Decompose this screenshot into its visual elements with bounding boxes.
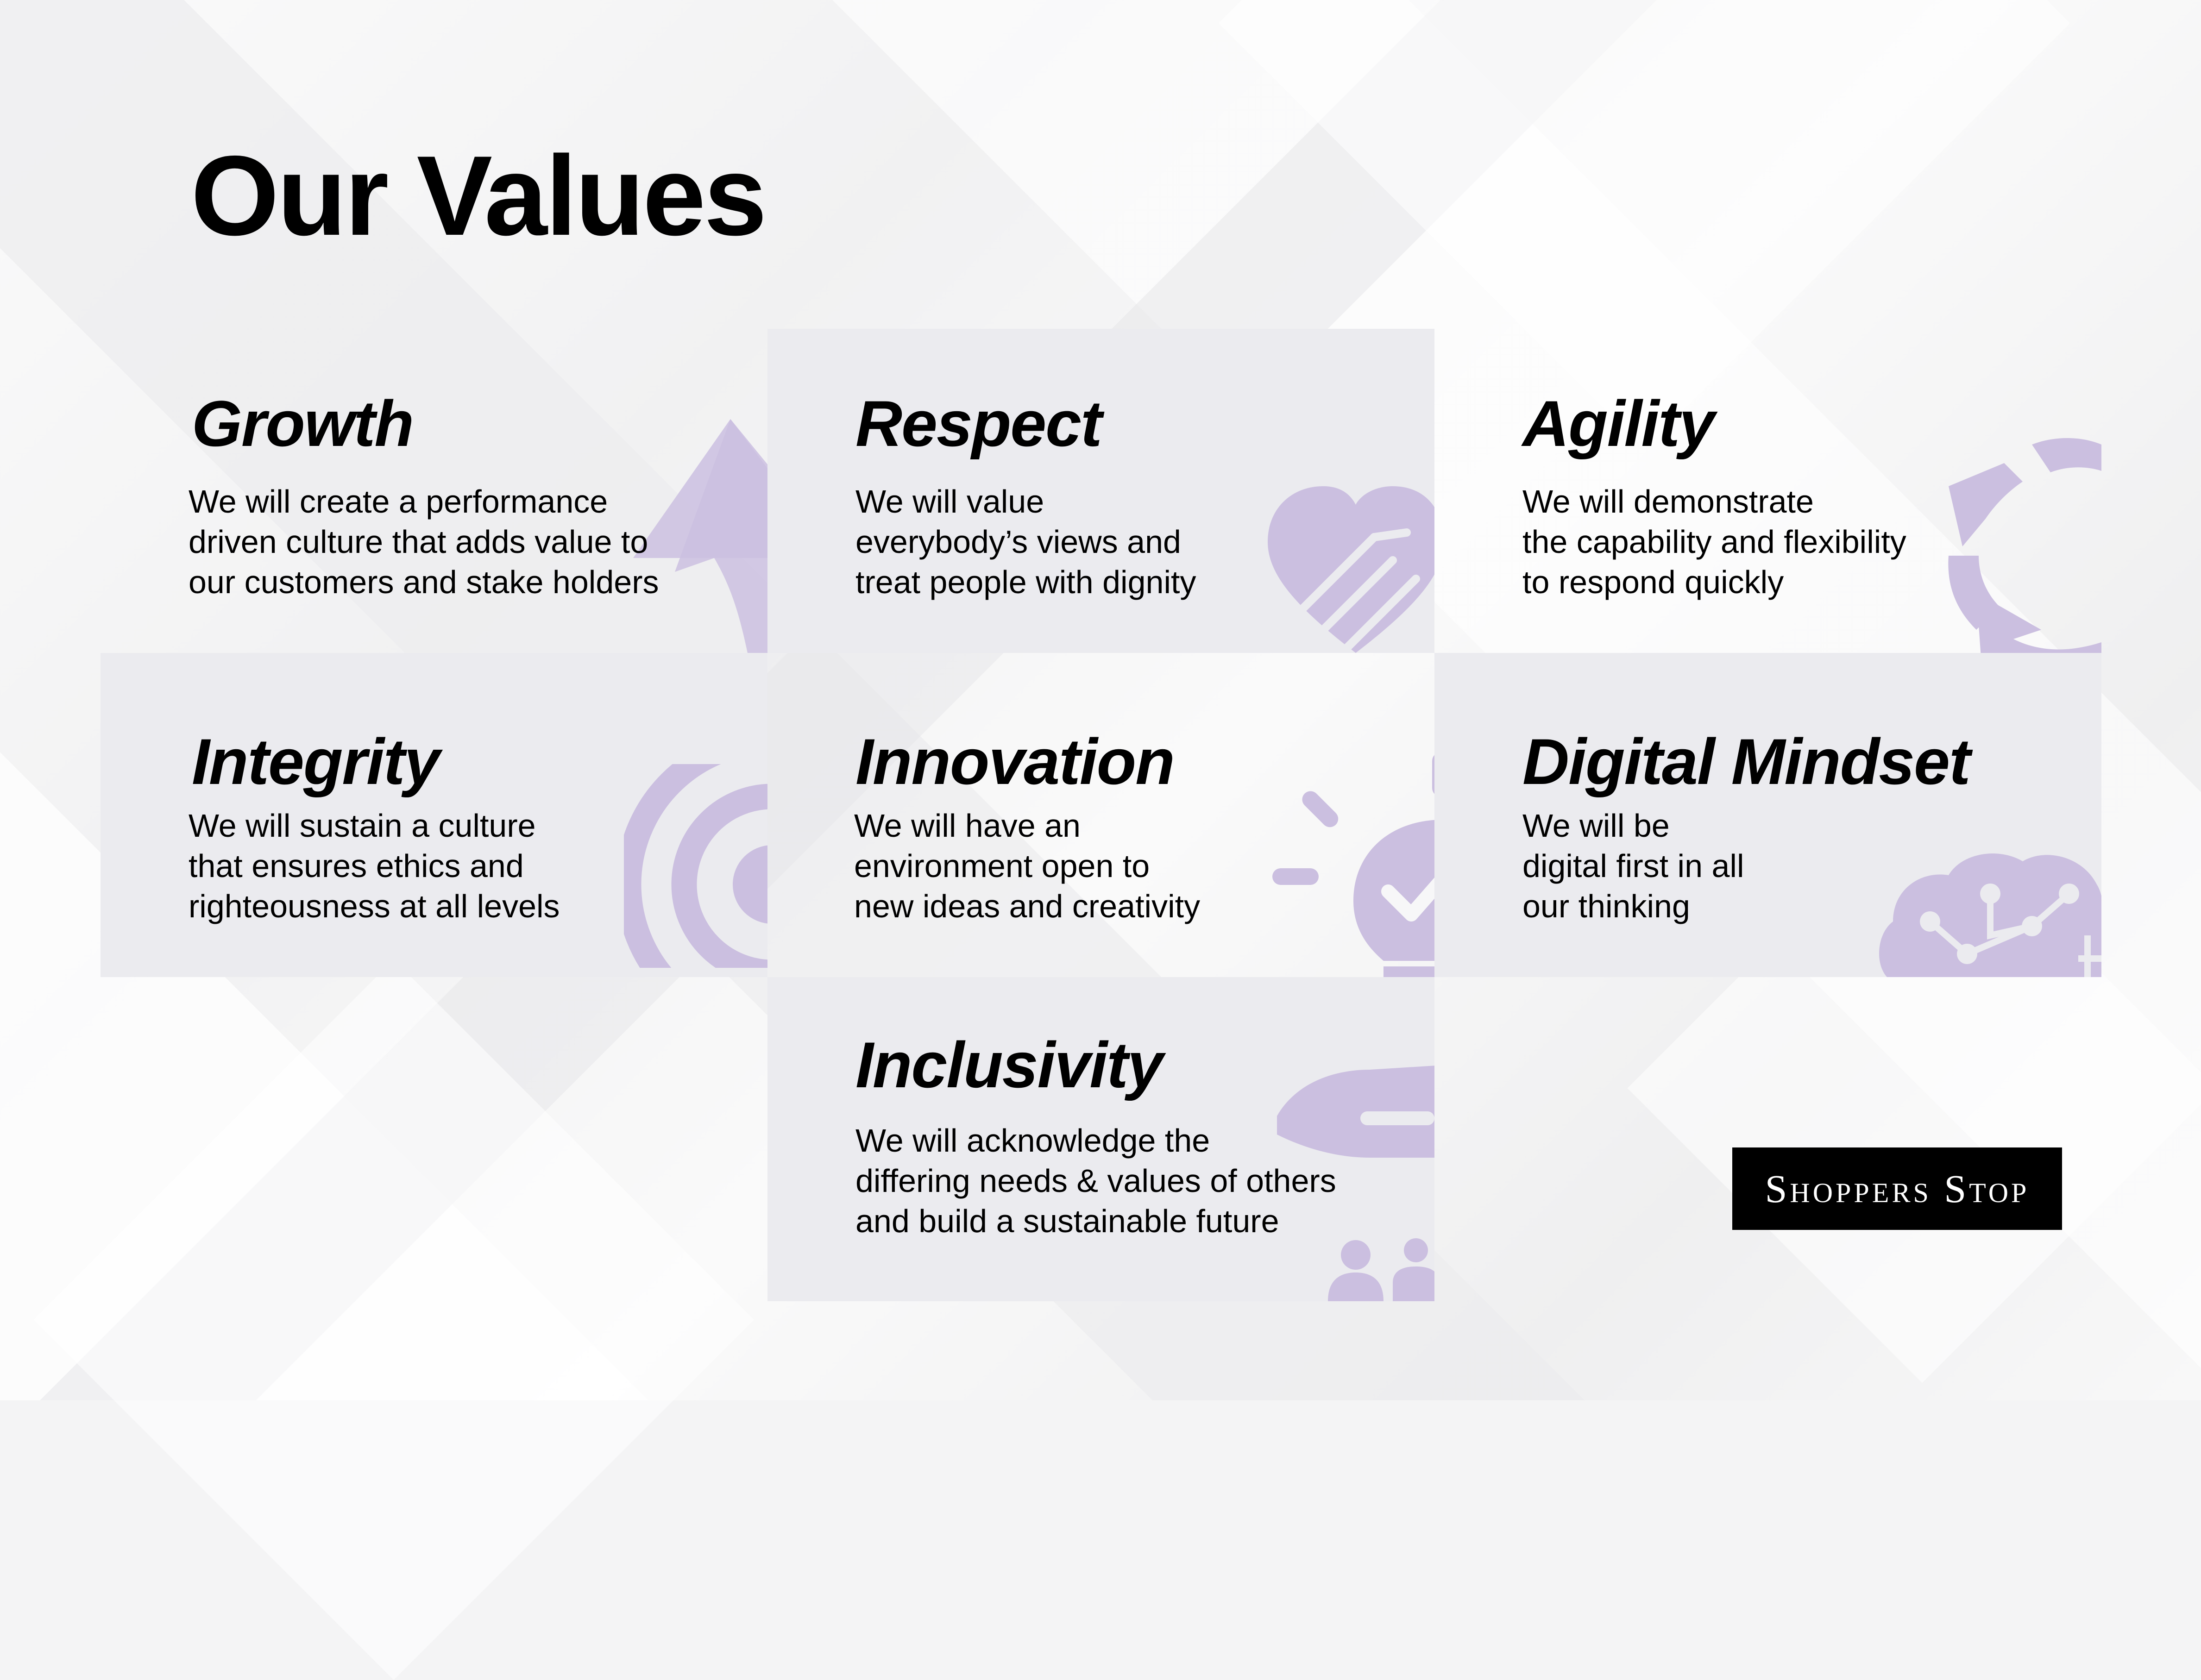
heart-handshake-icon bbox=[1268, 486, 1434, 653]
value-title: Inclusivity bbox=[855, 1028, 1163, 1101]
target-icon bbox=[624, 764, 767, 968]
value-description: We will have an environment open to new … bbox=[854, 808, 1201, 924]
value-card-digital-mindset: Digital Mindset We will be digital first… bbox=[1434, 653, 2101, 977]
value-card-innovation: Innovation We will have an environment o… bbox=[767, 653, 1434, 977]
value-description: We will value everybody’s views and trea… bbox=[855, 483, 1196, 600]
value-card-agility: Agility We will demonstrate the capabili… bbox=[1434, 329, 2101, 653]
value-description: We will create a performance driven cult… bbox=[189, 483, 659, 600]
value-card-inclusivity: Inclusivity We will acknowledge the diff… bbox=[767, 977, 1434, 1301]
value-card-integrity: Integrity We will sustain a culture that… bbox=[101, 653, 767, 977]
value-card-respect: Respect We will value everybody’s views … bbox=[767, 329, 1434, 653]
value-title: Growth bbox=[192, 387, 414, 460]
arrow-up-icon bbox=[633, 419, 767, 653]
circular-arrows-icon bbox=[1935, 435, 2101, 653]
circuit-brain-icon bbox=[1874, 843, 2101, 977]
page-title: Our Values bbox=[191, 132, 767, 259]
value-description: We will demonstrate the capability and f… bbox=[1522, 483, 1906, 600]
hand-people-icon bbox=[1277, 1065, 1434, 1301]
value-card-growth: Growth We will create a performance driv… bbox=[101, 329, 767, 653]
value-title: Respect bbox=[855, 387, 1102, 460]
value-title: Innovation bbox=[855, 725, 1175, 798]
value-description: We will acknowledge the differing needs … bbox=[855, 1122, 1336, 1239]
lightbulb-check-icon bbox=[1272, 752, 1434, 977]
value-title: Agility bbox=[1522, 387, 1715, 460]
value-title: Digital Mindset bbox=[1522, 725, 1971, 798]
value-description: We will sustain a culture that ensures e… bbox=[189, 808, 560, 924]
shoppers-stop-logo: Shoppers Stop bbox=[1732, 1147, 2062, 1230]
value-description: We will be digital first in all our thin… bbox=[1522, 808, 1744, 924]
value-title: Integrity bbox=[192, 725, 440, 798]
